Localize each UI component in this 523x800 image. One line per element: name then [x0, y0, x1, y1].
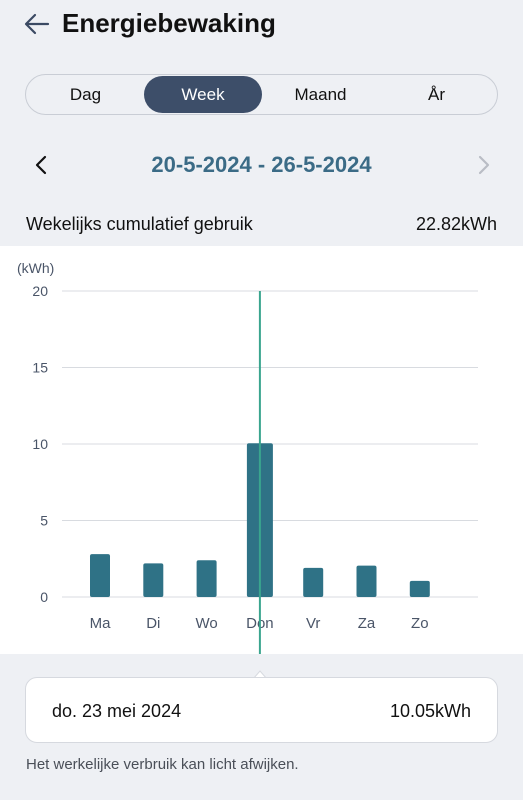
tab-day[interactable]: Dag — [69, 85, 102, 104]
x-tick-label: Ma — [90, 615, 111, 632]
disclaimer-note: Het werkelijke verbruik kan licht afwijk… — [26, 756, 299, 773]
summary-value: 22.82kWh — [415, 214, 497, 234]
tab-year[interactable]: År — [428, 85, 445, 104]
bar-wo[interactable] — [196, 560, 217, 597]
tab-week[interactable]: Week — [144, 76, 262, 113]
x-tick-label: Zo — [411, 615, 429, 632]
selected-day-value: 10.05kWh — [389, 701, 471, 721]
weekly-summary: Wekelijks cumulatief gebruik 22.82kWh — [0, 210, 523, 240]
bar-za[interactable] — [356, 565, 377, 597]
chevron-right-icon[interactable] — [473, 154, 493, 176]
period-segmented-control: Dag Week Maand År — [25, 74, 498, 115]
y-tick-label: 20 — [32, 283, 48, 299]
bar-di[interactable] — [143, 563, 164, 597]
arrow-left-icon[interactable] — [22, 10, 52, 38]
bar-vr[interactable] — [303, 567, 324, 597]
summary-label: Wekelijks cumulatief gebruik — [26, 214, 253, 234]
header: Energiebewaking — [0, 0, 523, 50]
x-tick-label: Za — [358, 615, 376, 632]
page-title: Energiebewaking — [62, 8, 276, 38]
y-axis-label: (kWh) — [17, 260, 54, 276]
x-tick-label: Wo — [195, 615, 217, 632]
tab-month[interactable]: Maand — [294, 85, 347, 104]
bar-zo[interactable] — [409, 580, 430, 597]
chevron-left-icon[interactable] — [32, 154, 52, 176]
bar-ma[interactable] — [90, 554, 110, 597]
selected-day-card: do. 23 mei 2024 10.05kWh — [25, 677, 498, 743]
date-navigator: 20-5-2024 - 26-5-2024 — [0, 140, 523, 188]
y-tick-label: 5 — [40, 513, 48, 529]
usage-chart: (kWh) 0 5 10 15 20 Ma Di Wo Don Vr Za Zo — [0, 246, 523, 654]
y-tick-label: 0 — [40, 589, 48, 605]
y-tick-label: 15 — [32, 360, 48, 376]
x-tick-label: Di — [146, 615, 160, 632]
y-tick-label: 10 — [32, 436, 48, 452]
selected-day-date: do. 23 mei 2024 — [52, 701, 182, 721]
x-tick-label: Vr — [306, 615, 320, 632]
date-range: 20-5-2024 - 26-5-2024 — [151, 152, 372, 177]
